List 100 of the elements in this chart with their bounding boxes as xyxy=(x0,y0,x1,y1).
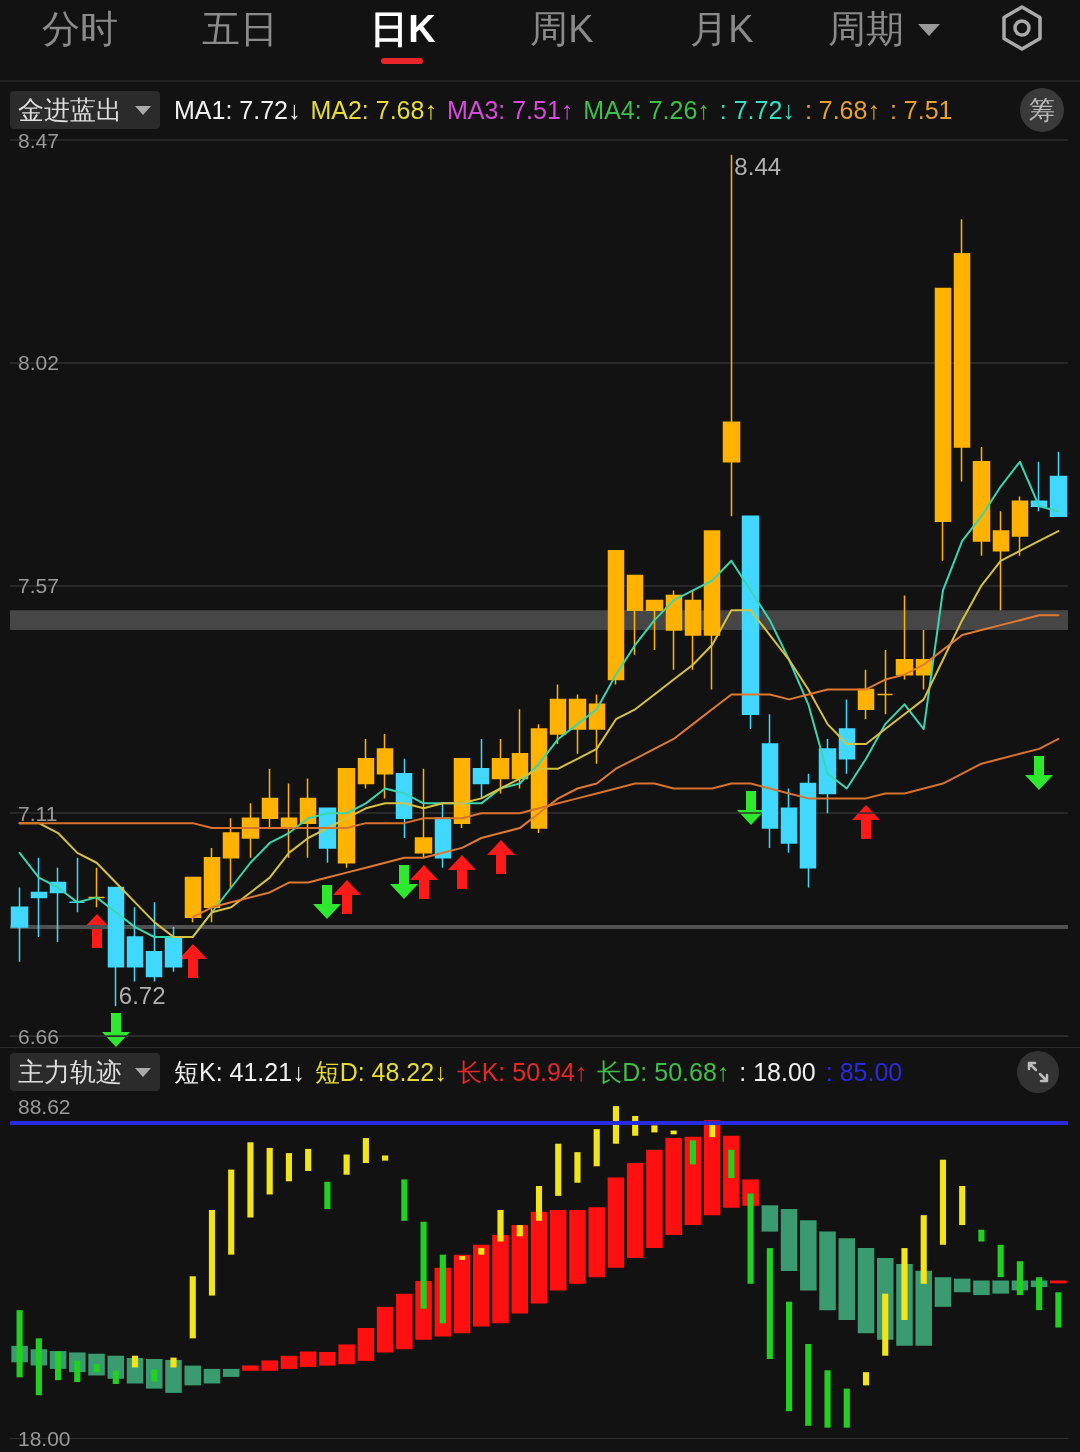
candlestick xyxy=(222,817,240,889)
bar xyxy=(261,1360,278,1371)
bar xyxy=(862,1372,870,1386)
bar xyxy=(189,1276,196,1339)
y-tick-label: 7.57 xyxy=(18,574,59,598)
candlestick xyxy=(934,287,952,562)
candlestick xyxy=(68,857,86,913)
bar xyxy=(420,1221,427,1309)
bar xyxy=(703,1120,721,1216)
bar xyxy=(607,1177,625,1268)
bar xyxy=(458,1256,466,1260)
candlestick xyxy=(992,510,1010,612)
bar xyxy=(901,1248,908,1320)
bar xyxy=(747,1193,754,1284)
text: 短K: 41.21↓ xyxy=(174,1057,305,1088)
bar xyxy=(920,1215,927,1284)
bar xyxy=(646,1149,663,1249)
candlestick xyxy=(241,802,260,859)
bar xyxy=(439,1254,446,1324)
bar xyxy=(343,1154,350,1175)
text: 金进蓝出 xyxy=(10,91,160,129)
bar xyxy=(151,1369,158,1382)
candlestick xyxy=(607,550,625,686)
bar xyxy=(184,1365,202,1386)
text: : 7.68↑ xyxy=(804,95,880,126)
bar xyxy=(516,1225,523,1237)
bar xyxy=(934,1277,952,1307)
y-tick-label: 6.66 xyxy=(18,1024,59,1048)
bar xyxy=(626,1162,644,1258)
bar xyxy=(684,1136,702,1226)
candlestick xyxy=(164,926,183,973)
text: 长K: 50.94↑ xyxy=(456,1057,588,1088)
candlestick xyxy=(741,515,760,730)
bar xyxy=(266,1147,273,1195)
candlestick xyxy=(588,693,606,765)
bar xyxy=(362,1138,369,1163)
text: 五日 xyxy=(202,7,278,52)
bar xyxy=(112,1370,119,1384)
candlestick xyxy=(280,782,298,859)
bar xyxy=(280,1355,298,1369)
text: 筹 xyxy=(1020,88,1064,132)
y-tick-label: 18.00 xyxy=(18,1426,71,1450)
bar xyxy=(35,1338,42,1396)
candlestick xyxy=(357,738,375,790)
candlestick xyxy=(895,594,914,681)
bar xyxy=(16,1310,23,1378)
text: MA4: 7.26↑ xyxy=(583,95,710,126)
bar xyxy=(939,1159,947,1245)
bar xyxy=(689,1140,696,1165)
text: : 7.51 xyxy=(889,95,953,126)
candlestick xyxy=(203,847,221,923)
bar xyxy=(838,1238,856,1320)
y-tick-label: 8.02 xyxy=(18,351,59,375)
candlestick xyxy=(453,758,471,829)
bar xyxy=(242,1365,259,1371)
bar xyxy=(165,1359,182,1393)
y-tick-label: 88.62 xyxy=(18,1094,71,1118)
candlestick xyxy=(568,693,587,755)
bar xyxy=(511,1225,529,1314)
bar xyxy=(357,1327,375,1361)
candlestick xyxy=(838,698,856,775)
candlestick xyxy=(10,886,29,963)
bar xyxy=(953,1278,971,1293)
bar xyxy=(728,1149,735,1179)
candlestick xyxy=(780,787,798,854)
candlestick xyxy=(491,738,510,795)
bar xyxy=(497,1209,504,1242)
text: 周K xyxy=(530,7,594,52)
bar xyxy=(588,1207,605,1278)
bar xyxy=(800,1220,817,1291)
candlestick xyxy=(953,218,971,483)
candlestick xyxy=(799,772,817,889)
bar xyxy=(959,1186,966,1226)
bar xyxy=(74,1360,81,1383)
bar xyxy=(401,1179,408,1221)
bar xyxy=(208,1209,216,1296)
bar xyxy=(453,1254,471,1334)
text: 分时 xyxy=(42,7,118,52)
bar xyxy=(382,1155,389,1161)
bar xyxy=(555,1143,562,1196)
candlestick xyxy=(549,683,567,745)
bar xyxy=(55,1351,62,1381)
text: 主力轨迹 xyxy=(10,1053,160,1091)
bar xyxy=(324,1181,331,1210)
text: : 85.00 xyxy=(825,1057,903,1088)
bar xyxy=(93,1364,100,1373)
y-tick-label: 8.47 xyxy=(18,128,59,152)
bar xyxy=(819,1231,836,1311)
candlestick xyxy=(145,901,163,983)
bar xyxy=(1016,1261,1023,1296)
candlestick xyxy=(472,738,490,800)
candlestick xyxy=(87,866,106,909)
bar xyxy=(665,1138,682,1235)
candlestick xyxy=(299,777,317,859)
candlestick xyxy=(857,668,875,720)
candlestick xyxy=(126,906,144,983)
candlestick xyxy=(261,767,279,829)
bar xyxy=(203,1368,221,1384)
annotation: 6.72 xyxy=(118,982,166,1011)
bar xyxy=(285,1153,293,1182)
